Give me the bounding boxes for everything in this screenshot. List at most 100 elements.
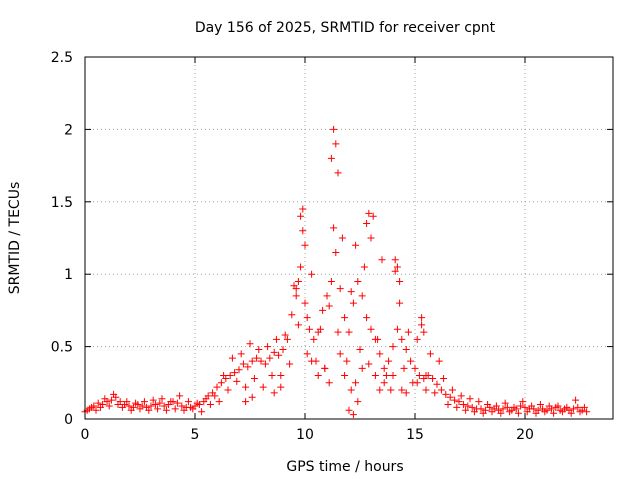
data-point (349, 411, 357, 419)
data-point (316, 325, 324, 333)
data-point (244, 363, 252, 371)
data-point (470, 408, 478, 416)
data-point (327, 277, 335, 285)
data-point (369, 212, 377, 220)
data-point (173, 399, 181, 407)
data-point (299, 227, 307, 235)
x-axis-label: GPS time / hours (286, 459, 403, 475)
data-point (294, 321, 302, 329)
data-point (292, 292, 300, 300)
data-point (407, 357, 415, 365)
data-point (376, 350, 384, 358)
data-point (270, 348, 278, 356)
data-point (110, 390, 118, 398)
data-point (325, 302, 333, 310)
data-point (250, 374, 258, 382)
data-point (367, 325, 375, 333)
data-point (88, 403, 96, 411)
data-point (330, 125, 338, 133)
data-point (158, 395, 166, 403)
data-point (451, 396, 459, 404)
data-point (202, 395, 210, 403)
x-tick-label: 20 (516, 427, 534, 443)
data-point (550, 409, 558, 417)
data-point (127, 406, 135, 414)
data-point (343, 357, 351, 365)
data-point (363, 220, 371, 228)
data-point (336, 350, 344, 358)
data-point (382, 372, 390, 380)
data-point (334, 328, 342, 336)
data-point (541, 408, 549, 416)
data-point (563, 403, 571, 411)
data-point (444, 401, 452, 409)
data-point (171, 405, 179, 413)
data-point (497, 409, 505, 417)
data-point (242, 398, 250, 406)
data-point (235, 366, 243, 374)
data-point (459, 401, 467, 409)
data-point (303, 350, 311, 358)
data-point (391, 267, 399, 275)
data-point (391, 256, 399, 264)
data-point (308, 357, 316, 365)
data-point (354, 277, 362, 285)
data-point (123, 398, 131, 406)
data-point (413, 379, 421, 387)
data-point (314, 372, 322, 380)
data-point (255, 345, 263, 353)
x-tick-label: 10 (296, 427, 314, 443)
data-point (404, 328, 412, 336)
data-point (231, 369, 239, 377)
data-point (477, 405, 485, 413)
data-point (572, 396, 580, 404)
data-point (162, 406, 170, 414)
data-point (338, 234, 346, 242)
data-point (275, 351, 283, 359)
data-point (464, 402, 472, 410)
data-point (160, 402, 168, 410)
data-point (385, 357, 393, 365)
data-point (303, 314, 311, 322)
data-point (356, 345, 364, 353)
data-point (422, 386, 430, 394)
y-tick-label: 2 (64, 122, 73, 138)
data-point (580, 403, 588, 411)
data-point (228, 354, 236, 362)
data-point (567, 409, 575, 417)
data-point (426, 350, 434, 358)
data-point (479, 409, 487, 417)
data-point (213, 383, 221, 391)
data-point (345, 406, 353, 414)
data-point (178, 402, 186, 410)
data-point (145, 406, 153, 414)
data-point (305, 325, 313, 333)
data-point (462, 406, 470, 414)
data-point (288, 311, 296, 319)
data-point (286, 360, 294, 368)
data-point (299, 205, 307, 213)
data-point (360, 263, 368, 271)
data-point (189, 405, 197, 413)
data-point (224, 386, 232, 394)
data-point (455, 398, 463, 406)
data-point (226, 372, 234, 380)
data-point (261, 360, 269, 368)
data-point (266, 354, 274, 362)
data-point (257, 357, 265, 365)
data-point (396, 299, 404, 307)
data-point (569, 405, 577, 413)
data-point (277, 372, 285, 380)
data-point (536, 401, 544, 409)
data-point (365, 209, 373, 217)
data-point (554, 402, 562, 410)
data-point (301, 241, 309, 249)
data-point (365, 360, 373, 368)
data-point (248, 357, 256, 365)
data-point (358, 364, 366, 372)
data-point (310, 335, 318, 343)
data-point (510, 403, 518, 411)
data-point (125, 402, 133, 410)
data-point (268, 372, 276, 380)
